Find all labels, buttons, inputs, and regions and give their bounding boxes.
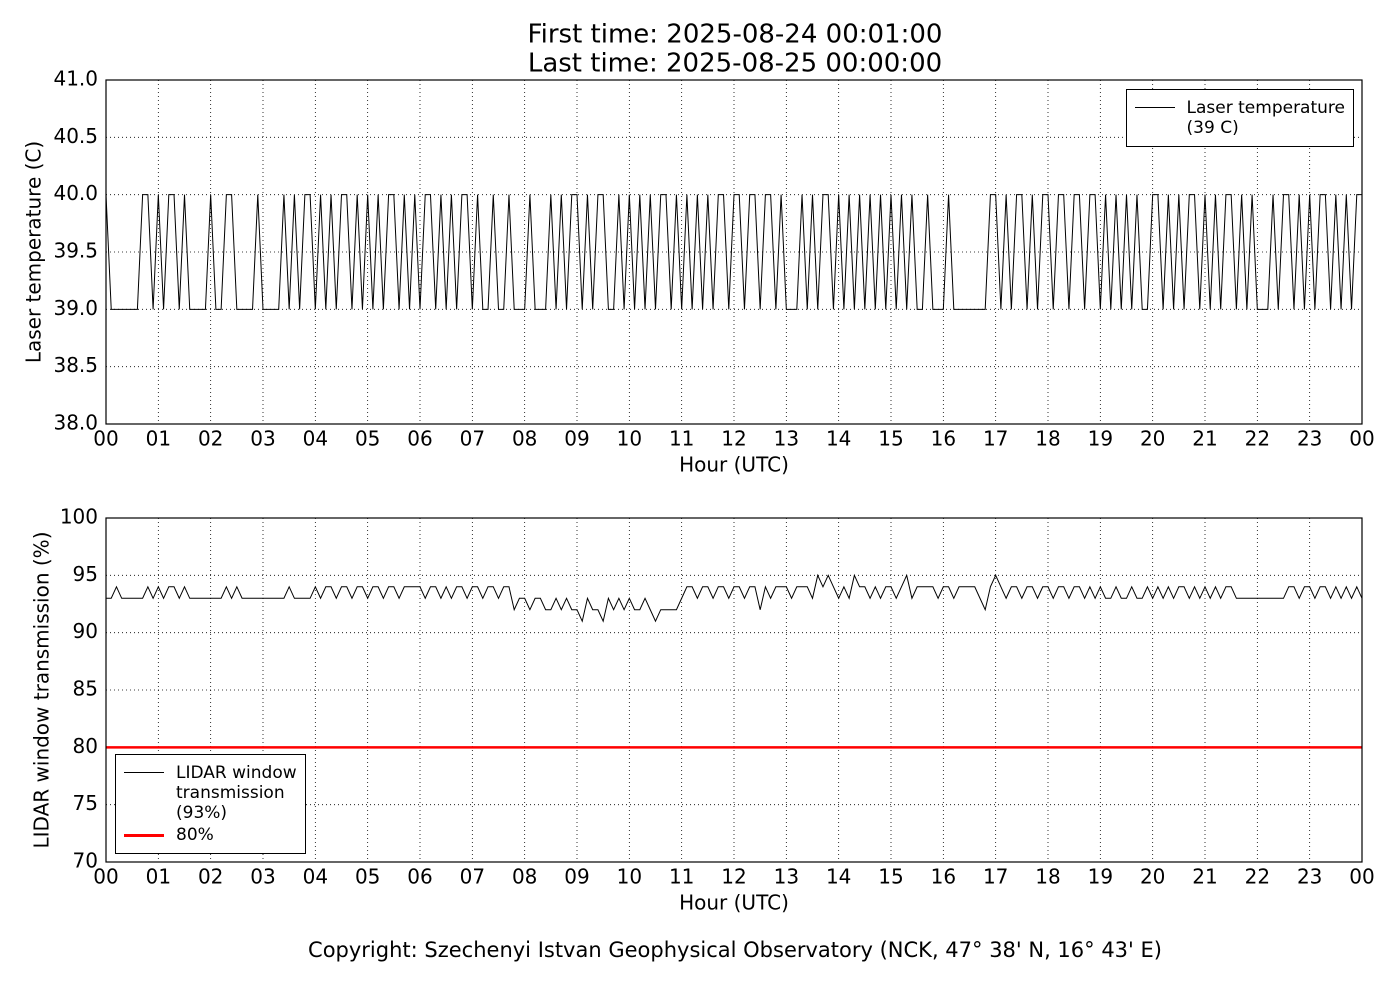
y-tick-label: 38.0 [53, 411, 98, 435]
x-tick-label: 15 [878, 427, 903, 451]
legend-entry: LIDAR window transmission (93%) [124, 763, 297, 823]
x-tick-label: 20 [1140, 865, 1165, 889]
x-tick-label: 07 [460, 427, 485, 451]
legend-label: LIDAR window transmission (93%) [176, 763, 297, 823]
y-tick-label: 90 [73, 619, 98, 643]
legend-label: 80% [176, 825, 214, 845]
legend-swatch [124, 834, 164, 837]
x-tick-label: 19 [1088, 427, 1113, 451]
legend-swatch [1134, 107, 1175, 108]
x-tick-label: 00 [1349, 865, 1374, 889]
x-tick-label: 14 [826, 865, 851, 889]
x-tick-label: 20 [1140, 427, 1165, 451]
x-tick-label: 03 [250, 427, 275, 451]
x-tick-label: 22 [1245, 427, 1270, 451]
x-tick-label: 09 [564, 427, 589, 451]
x-tick-label: 06 [407, 427, 432, 451]
x-tick-label: 00 [1349, 427, 1374, 451]
y-tick-label: 40.5 [53, 124, 98, 148]
x-tick-label: 22 [1245, 865, 1270, 889]
data-line [105, 194, 1362, 310]
y-tick-label: 80 [73, 734, 98, 758]
y-tick-label: 85 [73, 677, 98, 701]
x-tick-label: 17 [983, 427, 1008, 451]
y-tick-label: 75 [73, 791, 98, 815]
x-tick-label: 00 [93, 427, 118, 451]
x-tick-label: 18 [1035, 427, 1060, 451]
x-tick-label: 01 [146, 427, 171, 451]
y-tick-label: 38.5 [53, 353, 98, 377]
x-tick-label: 10 [617, 865, 642, 889]
y-tick-label: 70 [73, 849, 98, 873]
x-tick-label: 09 [564, 865, 589, 889]
x-tick-label: 21 [1192, 427, 1217, 451]
x-tick-label: 13 [774, 427, 799, 451]
x-tick-label: 11 [669, 865, 694, 889]
x-tick-label: 19 [1088, 865, 1113, 889]
x-tick-label: 00 [93, 865, 118, 889]
y-tick-label: 39.0 [53, 296, 98, 320]
x-tick-label: 07 [460, 865, 485, 889]
x-tick-label: 04 [303, 427, 328, 451]
x-tick-label: 06 [407, 865, 432, 889]
x-axis-label: Hour (UTC) [679, 891, 789, 915]
x-tick-label: 05 [355, 427, 380, 451]
x-tick-label: 12 [721, 865, 746, 889]
plot-frame [105, 517, 1363, 863]
x-axis-label: Hour (UTC) [679, 453, 789, 477]
legend: LIDAR window transmission (93%) 80% [115, 754, 306, 854]
x-tick-label: 12 [721, 427, 746, 451]
subtitle: Last time: 2025-08-25 00:00:00 [528, 49, 942, 79]
x-tick-label: 21 [1192, 865, 1217, 889]
x-tick-label: 15 [878, 865, 903, 889]
y-axis-label: LIDAR window transmission (%) [30, 532, 54, 849]
footer: Copyright: Szechenyi Istvan Geophysical … [308, 938, 1162, 962]
x-tick-label: 10 [617, 427, 642, 451]
x-tick-label: 17 [983, 865, 1008, 889]
y-tick-label: 41.0 [53, 67, 98, 91]
x-tick-label: 02 [198, 427, 223, 451]
x-tick-label: 23 [1297, 427, 1322, 451]
legend-swatch [124, 772, 164, 773]
x-tick-label: 18 [1035, 865, 1060, 889]
x-tick-label: 16 [931, 427, 956, 451]
x-tick-label: 14 [826, 427, 851, 451]
y-tick-label: 40.0 [53, 181, 98, 205]
y-axis-label: Laser temperature (C) [22, 141, 46, 363]
x-tick-label: 03 [250, 865, 275, 889]
x-tick-label: 04 [303, 865, 328, 889]
legend-label: Laser temperature (39 C) [1186, 98, 1345, 138]
y-tick-label: 95 [73, 562, 98, 586]
plot-frame [105, 79, 1363, 425]
x-tick-label: 01 [146, 865, 171, 889]
x-tick-label: 16 [931, 865, 956, 889]
legend-entry: 80% [124, 825, 297, 845]
title: First time: 2025-08-24 00:01:00 [528, 20, 943, 50]
x-tick-label: 13 [774, 865, 799, 889]
x-tick-label: 02 [198, 865, 223, 889]
legend: Laser temperature (39 C) [1125, 89, 1354, 147]
legend-entry: Laser temperature (39 C) [1134, 98, 1345, 138]
x-tick-label: 08 [512, 865, 537, 889]
y-tick-label: 39.5 [53, 239, 98, 263]
data-line [106, 573, 1363, 623]
x-tick-label: 05 [355, 865, 380, 889]
y-tick-label: 100 [60, 505, 98, 529]
x-tick-label: 23 [1297, 865, 1322, 889]
x-tick-label: 08 [512, 427, 537, 451]
x-tick-label: 11 [669, 427, 694, 451]
